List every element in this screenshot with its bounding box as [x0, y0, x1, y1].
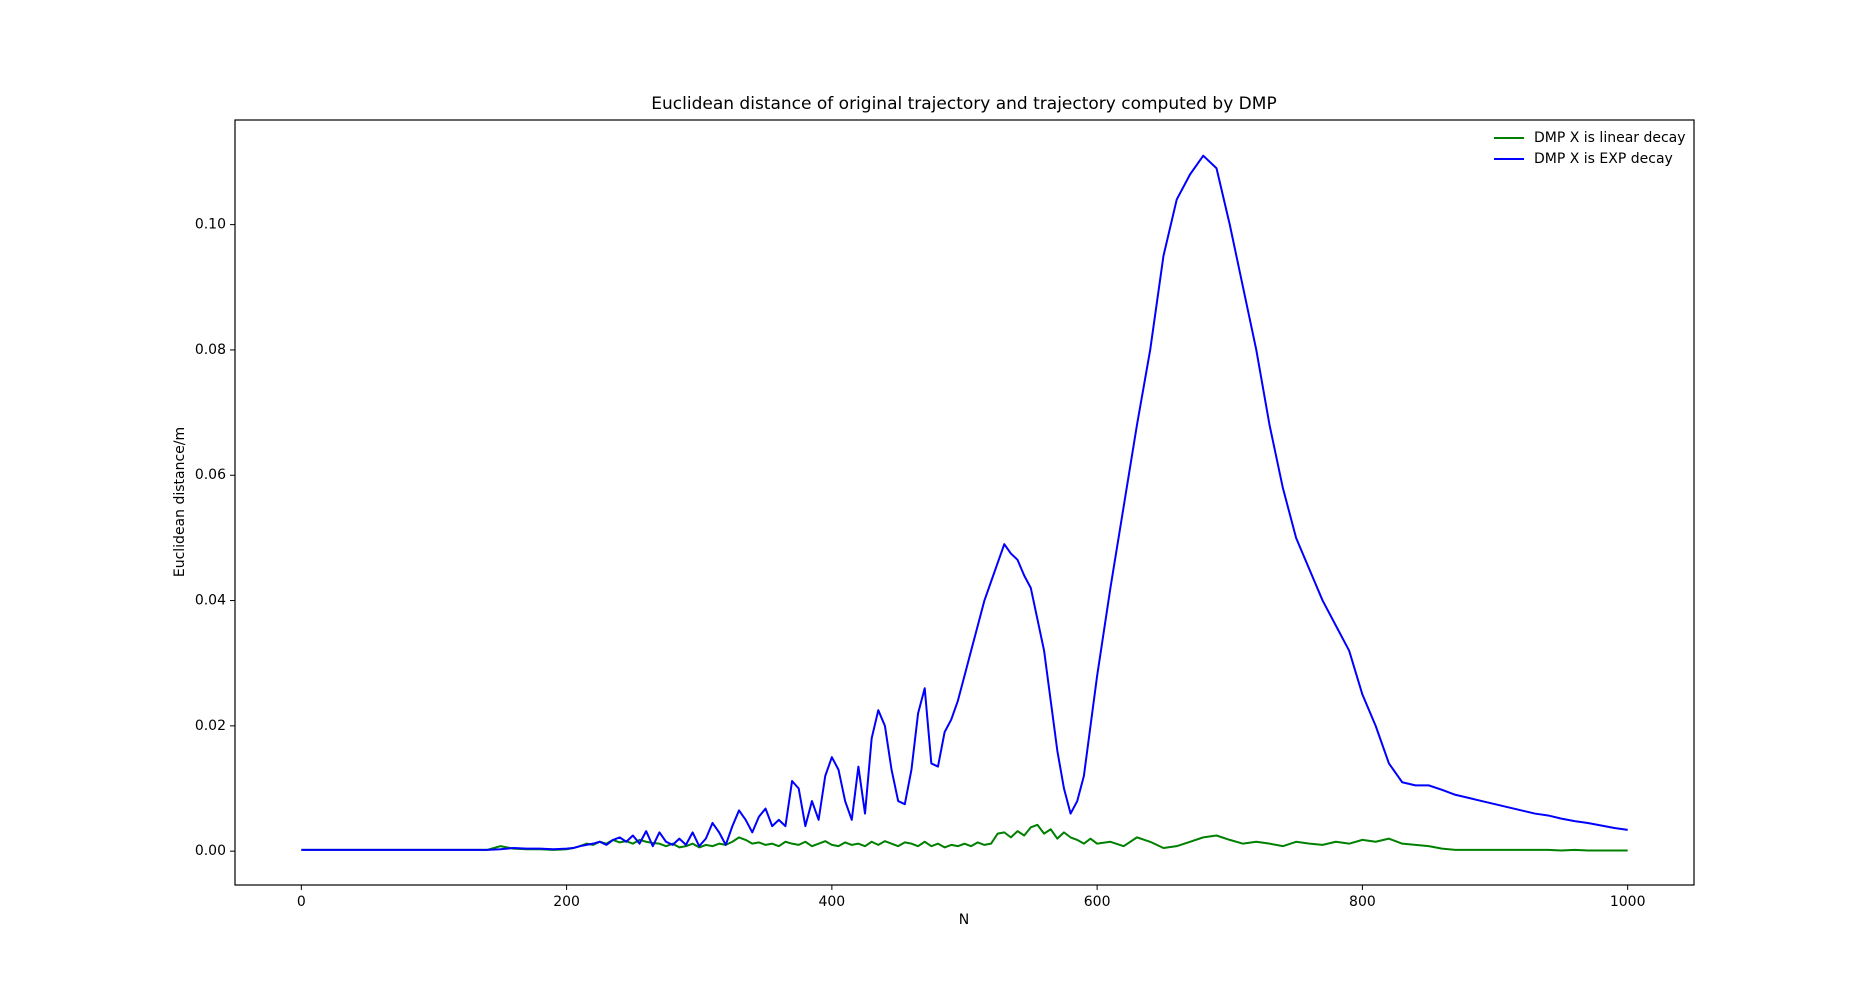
- data-line: [301, 154, 1628, 851]
- x-tick-label: 400: [818, 894, 845, 910]
- data-line: [301, 823, 1628, 852]
- x-axis-label: N: [959, 912, 969, 928]
- y-tick-label: 0.02: [195, 718, 226, 734]
- y-axis-label: Euclidean distance/m: [172, 427, 188, 577]
- x-tick-label: 800: [1349, 894, 1376, 910]
- plot-frame: [234, 119, 1695, 886]
- y-tick-label: 0.08: [195, 342, 226, 358]
- legend-label: DMP X is linear decay: [1534, 130, 1686, 146]
- x-tick-label: 0: [297, 894, 306, 910]
- x-tick-label: 600: [1084, 894, 1111, 910]
- y-tick-label: 0.00: [195, 843, 226, 859]
- y-tick-label: 0.04: [195, 593, 226, 609]
- y-tick-label: 0.06: [195, 467, 226, 483]
- y-tick-label: 0.10: [195, 217, 226, 233]
- x-tick-label: 1000: [1610, 894, 1646, 910]
- legend-label: DMP X is EXP decay: [1534, 151, 1673, 167]
- x-tick-label: 200: [553, 894, 580, 910]
- chart-title: Euclidean distance of original trajector…: [651, 94, 1276, 114]
